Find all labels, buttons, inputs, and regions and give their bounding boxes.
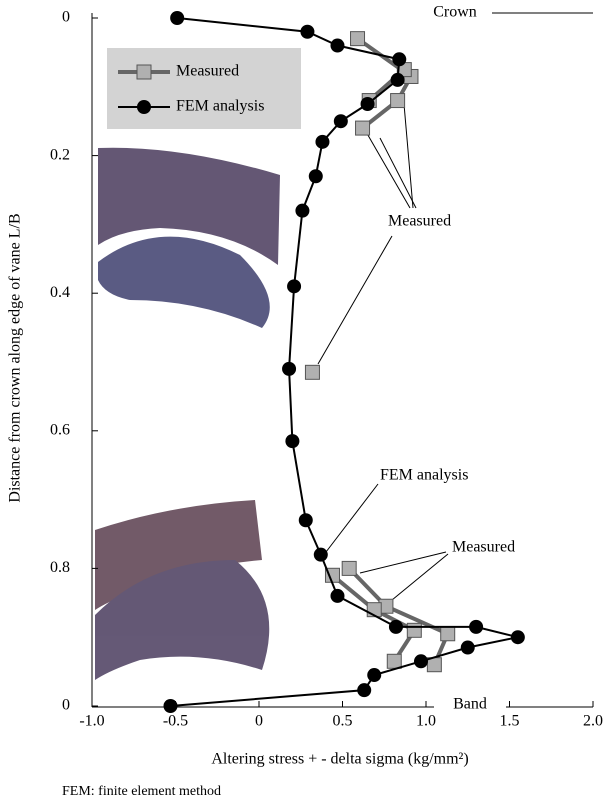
marker bbox=[305, 365, 319, 379]
marker bbox=[461, 641, 475, 655]
x-tick-label: -0.5 bbox=[163, 713, 188, 730]
annotation: FEM analysis bbox=[380, 467, 468, 484]
y-tick-label: 0.4 bbox=[50, 284, 70, 301]
leader bbox=[326, 484, 378, 552]
leader bbox=[380, 138, 416, 208]
marker bbox=[309, 169, 323, 183]
marker bbox=[295, 204, 309, 218]
marker bbox=[299, 513, 313, 527]
leader bbox=[360, 552, 446, 573]
marker bbox=[330, 589, 344, 603]
y-tick-label: 0.6 bbox=[50, 421, 70, 438]
photo bbox=[98, 237, 270, 328]
marker bbox=[391, 73, 405, 87]
marker bbox=[315, 135, 329, 149]
photos bbox=[95, 148, 280, 680]
y-axis-label: Distance from crown along edge of vane L… bbox=[7, 213, 24, 502]
marker bbox=[361, 97, 375, 111]
marker bbox=[356, 121, 370, 135]
marker bbox=[387, 654, 401, 668]
legend-box bbox=[107, 48, 301, 129]
marker bbox=[441, 627, 455, 641]
marker bbox=[285, 434, 299, 448]
leaders bbox=[318, 104, 448, 600]
marker bbox=[314, 548, 328, 562]
marker bbox=[300, 25, 314, 39]
annotation: Crown bbox=[433, 4, 477, 21]
marker bbox=[414, 654, 428, 668]
marker bbox=[511, 630, 525, 644]
page: Distance from crown along edge of vane L… bbox=[0, 0, 606, 803]
marker bbox=[163, 699, 177, 713]
leader bbox=[392, 554, 448, 600]
legend-label: FEM analysis bbox=[176, 98, 264, 115]
marker bbox=[170, 11, 184, 25]
x-tick-label: 1.5 bbox=[500, 713, 520, 730]
x-tick-label: 1.0 bbox=[416, 713, 436, 730]
x-tick-label: 0.5 bbox=[333, 713, 353, 730]
marker bbox=[342, 561, 356, 575]
annotation: Band bbox=[453, 696, 487, 713]
legend-label: Measured bbox=[176, 63, 239, 80]
leader bbox=[365, 130, 410, 208]
marker bbox=[367, 668, 381, 682]
leader bbox=[318, 236, 392, 364]
x-axis-label: Altering stress + - delta sigma (kg/mm²) bbox=[211, 751, 468, 768]
y-tick-label: 0 bbox=[62, 697, 70, 714]
y-tick-label: 0.8 bbox=[50, 559, 70, 576]
marker bbox=[334, 114, 348, 128]
marker bbox=[392, 52, 406, 66]
footnote: FEM: finite element method bbox=[62, 784, 221, 799]
marker bbox=[391, 94, 405, 108]
marker bbox=[351, 32, 365, 46]
marker bbox=[282, 362, 296, 376]
marker bbox=[287, 279, 301, 293]
marker bbox=[407, 623, 421, 637]
x-tick-label: -1.0 bbox=[79, 713, 104, 730]
marker bbox=[469, 620, 483, 634]
x-tick-label: 2.0 bbox=[583, 713, 603, 730]
legend-marker bbox=[137, 100, 151, 114]
chart: Distance from crown along edge of vane L… bbox=[0, 0, 606, 803]
marker bbox=[357, 683, 371, 697]
legend-marker bbox=[137, 65, 151, 79]
y-tick-label: 0 bbox=[62, 9, 70, 26]
y-tick-label: 0.2 bbox=[50, 146, 70, 163]
x-tick-label: 0 bbox=[255, 713, 263, 730]
annotation: Measured bbox=[388, 213, 451, 230]
marker bbox=[389, 620, 403, 634]
marker bbox=[330, 39, 344, 53]
annotation: Measured bbox=[452, 539, 515, 556]
